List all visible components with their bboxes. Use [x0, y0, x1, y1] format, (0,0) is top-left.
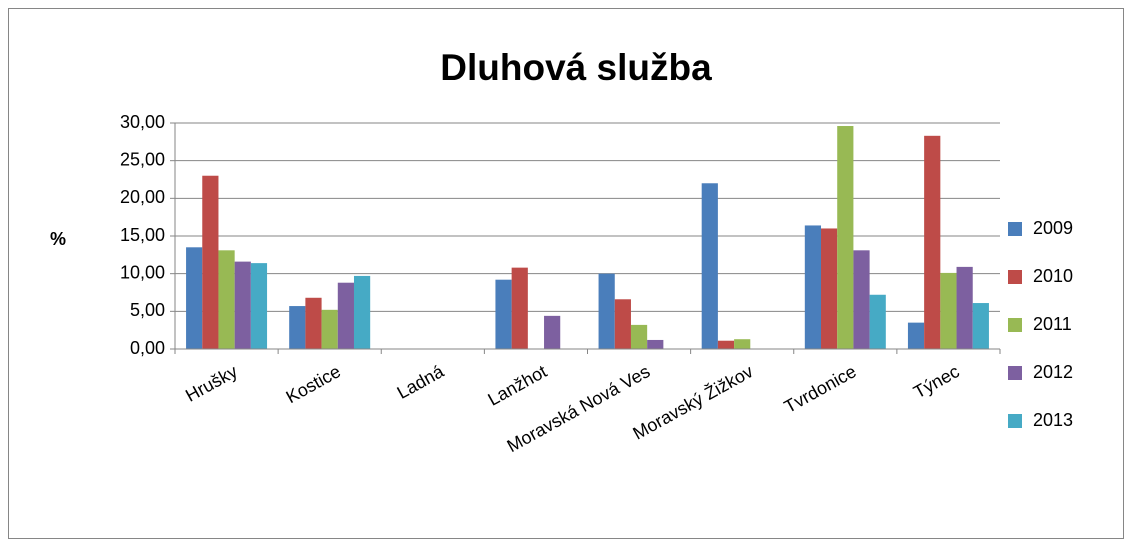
- legend-label: 2009: [1033, 218, 1073, 238]
- bar: [511, 267, 528, 349]
- legend-swatch: [1008, 366, 1022, 380]
- bar: [837, 126, 854, 349]
- bar: [956, 266, 973, 349]
- bar: [701, 183, 718, 349]
- bar: [614, 299, 631, 349]
- y-tick-label: 10,00: [120, 262, 165, 282]
- bar: [734, 339, 751, 349]
- legend-label: 2013: [1033, 410, 1073, 430]
- legend-label: 2010: [1033, 266, 1073, 286]
- bar: [853, 250, 870, 349]
- legend-swatch: [1008, 414, 1022, 428]
- y-tick-label: 30,00: [120, 112, 165, 132]
- y-tick-label: 25,00: [120, 149, 165, 169]
- bar: [289, 306, 306, 349]
- bar: [305, 297, 322, 349]
- bar: [202, 175, 219, 349]
- bar: [940, 272, 957, 349]
- legend-swatch: [1008, 270, 1022, 284]
- bar: [907, 322, 925, 349]
- bar: [821, 228, 838, 349]
- bar: [353, 275, 371, 349]
- y-tick-label: 5,00: [130, 300, 165, 320]
- legend-swatch: [1008, 222, 1022, 236]
- legend-label: 2011: [1033, 314, 1072, 334]
- bar: [186, 247, 203, 349]
- chart-title: Dluhová služba: [440, 47, 712, 88]
- bar: [804, 225, 822, 349]
- bar: [717, 340, 735, 349]
- bar: [924, 135, 941, 349]
- legend-swatch: [1008, 318, 1022, 332]
- bar: [218, 250, 235, 349]
- bar: [544, 315, 561, 349]
- bar: [869, 294, 886, 349]
- bar: [972, 303, 989, 349]
- y-axis-label: %: [50, 229, 66, 249]
- bar: [321, 309, 338, 349]
- bar: [495, 279, 512, 349]
- y-tick-label: 15,00: [120, 225, 165, 245]
- bar: [630, 324, 648, 349]
- y-tick-label: 0,00: [130, 338, 165, 358]
- y-tick-label: 20,00: [120, 187, 165, 207]
- bar: [598, 273, 615, 349]
- bar: [234, 261, 251, 349]
- bar: [250, 263, 268, 349]
- bar: [337, 282, 354, 349]
- legend-label: 2012: [1033, 362, 1073, 382]
- bar: [647, 339, 664, 349]
